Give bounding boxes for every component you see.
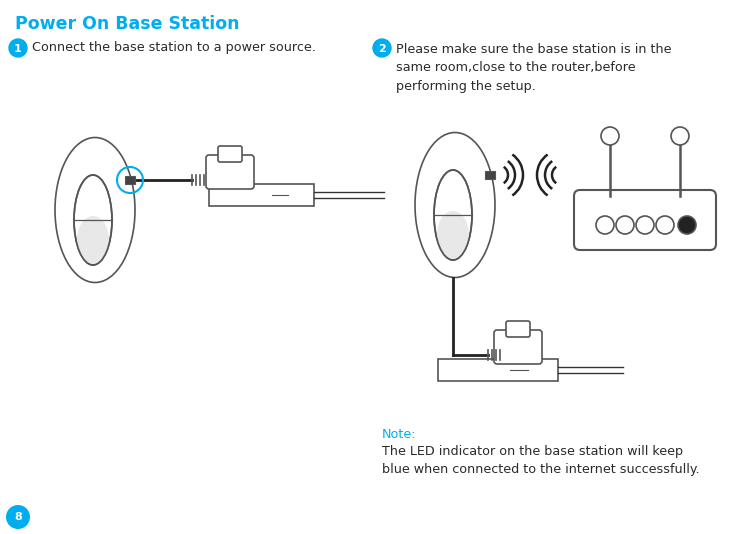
FancyBboxPatch shape [494,330,542,364]
Bar [485,171,495,179]
Circle shape [636,216,654,234]
Bar [438,359,558,381]
Circle shape [671,127,689,145]
Circle shape [373,39,391,57]
Circle shape [678,216,696,234]
Ellipse shape [437,211,469,259]
FancyBboxPatch shape [574,190,716,250]
Text: Connect the base station to a power source.: Connect the base station to a power sour… [32,42,316,54]
Ellipse shape [434,170,472,260]
Circle shape [616,216,634,234]
Bar [209,184,314,206]
FancyBboxPatch shape [206,155,254,189]
Text: Please make sure the base station is in the
same room,close to the router,before: Please make sure the base station is in … [396,43,672,93]
Circle shape [601,127,619,145]
FancyBboxPatch shape [506,321,530,337]
Ellipse shape [55,137,135,282]
Circle shape [596,216,614,234]
Text: The LED indicator on the base station will keep
blue when connected to the inter: The LED indicator on the base station wi… [382,445,700,476]
Circle shape [656,216,674,234]
Text: 2: 2 [378,43,386,53]
FancyBboxPatch shape [218,146,242,162]
Ellipse shape [74,175,112,265]
Circle shape [6,505,30,529]
Text: 8: 8 [14,513,22,522]
Text: Power On Base Station: Power On Base Station [15,15,239,33]
Text: Note:: Note: [382,428,417,441]
Circle shape [9,39,27,57]
Bar [125,176,135,184]
Text: 1: 1 [14,43,22,53]
Ellipse shape [77,216,109,264]
Ellipse shape [415,132,495,278]
